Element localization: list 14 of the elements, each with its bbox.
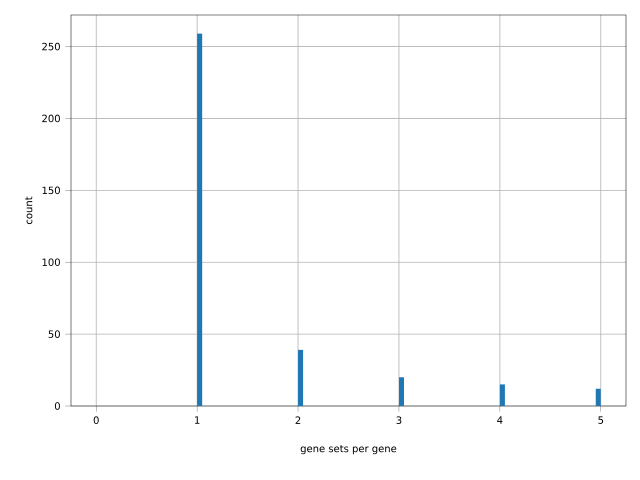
x-tick-label: 0 <box>94 416 99 424</box>
y-axis-title: count <box>25 196 32 224</box>
x-tick-label: 1 <box>195 416 200 424</box>
y-tick-label: 100 <box>42 258 60 266</box>
y-tick-label: 0 <box>54 402 60 410</box>
x-tick-label: 5 <box>598 416 604 424</box>
x-tick-label: 4 <box>497 416 502 424</box>
x-tick-label: 2 <box>296 416 300 424</box>
x-axis-title: gene sets per gene <box>300 445 396 454</box>
y-tick-label: 150 <box>42 186 60 194</box>
y-tick-label: 50 <box>48 330 60 338</box>
x-tick-label: 3 <box>396 416 402 424</box>
y-tick-label: 200 <box>42 114 60 122</box>
y-tick-label: 250 <box>42 42 60 50</box>
